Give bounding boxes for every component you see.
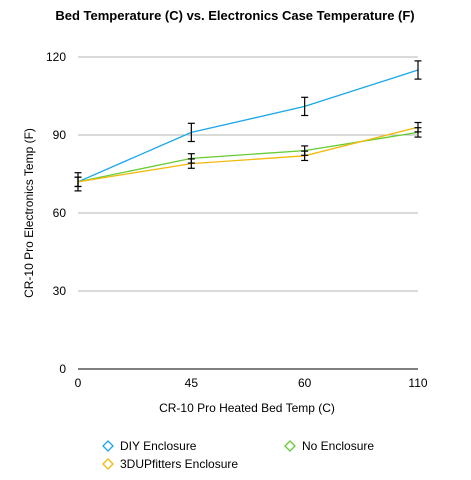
series-line <box>77 69 419 183</box>
chart-title: Bed Temperature (C) vs. Electronics Case… <box>55 8 414 23</box>
y-tick-label: 0 <box>59 362 66 376</box>
series-line <box>77 126 419 183</box>
gridlines <box>78 56 418 370</box>
error-bars <box>74 60 422 192</box>
legend-label: 3DUPfitters Enclosure <box>120 457 238 471</box>
x-tick-label: 110 <box>408 376 427 390</box>
legend: DIY Enclosure No Enclosure 3DUPfitters Enc… <box>102 439 374 471</box>
y-tick-labels: 0 30 60 90 120 <box>46 50 66 376</box>
x-tick-label: 60 <box>298 376 312 390</box>
x-tick-label: 0 <box>75 376 82 390</box>
x-tick-label: 45 <box>185 376 199 390</box>
legend-label: No Enclosure <box>302 439 374 453</box>
y-tick-label: 90 <box>53 128 67 142</box>
legend-marker <box>284 440 296 452</box>
y-tick-label: 30 <box>53 284 67 298</box>
legend-marker <box>102 458 114 470</box>
x-axis-label: CR-10 Pro Heated Bed Temp (C) <box>159 401 335 415</box>
legend-label: DIY Enclosure <box>120 439 197 453</box>
legend-marker <box>102 440 114 452</box>
y-tick-label: 120 <box>46 50 66 64</box>
series-lines <box>77 69 419 183</box>
x-tick-labels: 0 45 60 110 <box>75 376 428 390</box>
y-axis-label: CR-10 Pro Electronics Temp (F) <box>22 128 36 298</box>
y-tick-label: 60 <box>53 206 67 220</box>
